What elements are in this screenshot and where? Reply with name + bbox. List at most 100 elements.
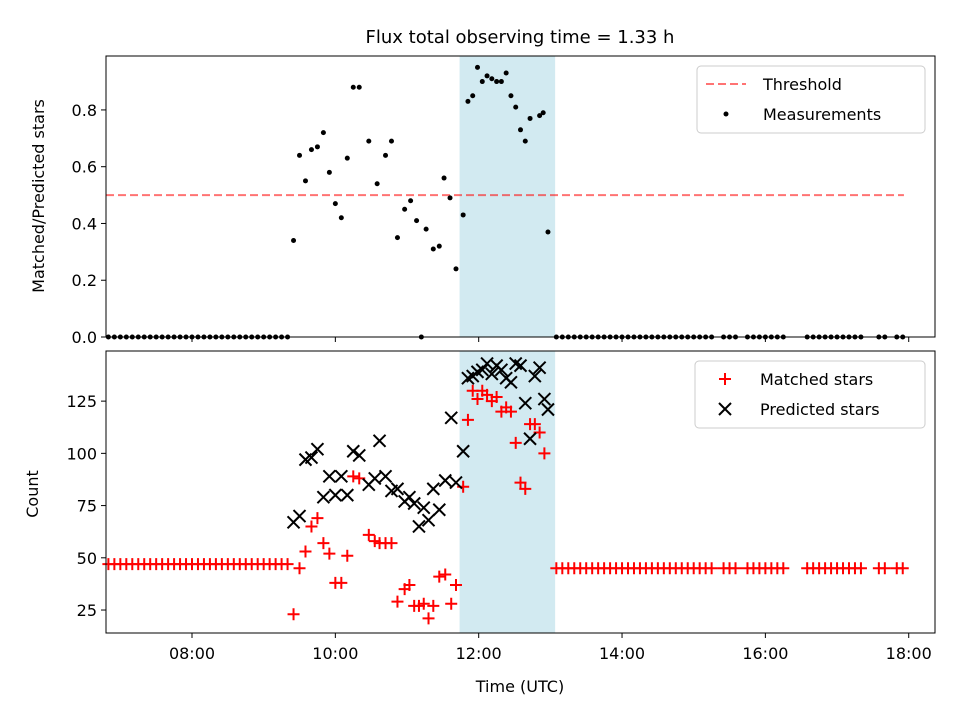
measurement-point [374,181,380,187]
predicted-star-marker [378,469,393,484]
matched-star-marker [347,470,360,483]
predicted-star-marker [438,473,452,488]
predicted-star-marker [322,469,337,484]
count-plot: 25 50 75 100 125 08:00 10:00 12:00 14:00 16:00 18… [23,350,936,696]
count-y-tick-label: 50 [77,549,97,568]
measurement-point [465,98,471,104]
matched-star-marker [341,549,354,562]
predicted-star-marker [334,469,349,484]
matched-star-marker [854,562,867,575]
predicted-star-marker [541,402,555,417]
measurement-point [414,218,420,224]
predicted-star-marker [518,396,532,410]
legend-matched-swatch [719,373,731,385]
measurement-point [513,104,519,110]
predicted-star-marker [340,488,355,502]
measurement-point [436,243,442,249]
matched-star-marker [417,597,430,610]
measurement-point [540,110,546,116]
matched-star-marker [385,537,398,550]
measurement-point [441,175,447,181]
ratio-x-ticks [191,337,910,342]
ratio-plot-frame [105,55,936,338]
matched-star-marker [729,562,742,575]
count-x-tick-label: 08:00 [169,644,215,663]
ratio-y-ticks: 0.0 0.2 0.4 0.6 0.8 [72,101,106,347]
ratio-y-tick-label: 0.0 [72,328,97,347]
measurement-point [494,79,500,85]
predicted-star-marker [368,471,382,486]
predicted-star-marker [412,519,426,534]
measurement-point [518,127,523,133]
matched-star-marker [281,558,294,571]
measurement-point [332,201,338,207]
count-x-tick-label: 16:00 [742,644,788,663]
measurement-point [350,84,356,90]
measurement-point [383,152,389,158]
measurement-point [394,235,400,241]
matched-star-marker [422,612,435,625]
matched-star-marker [481,388,494,401]
measurement-point [314,144,320,150]
count-plot-frame [105,350,936,634]
matched-star-marker [445,597,458,610]
predicted-star-marker [432,503,446,517]
predicted-star-marker [426,482,441,496]
measurement-point [522,138,528,144]
matched-star-marker [427,599,440,612]
count-x-tick-label: 10:00 [312,644,358,663]
predicted-star-marker [407,496,421,511]
count-x-tick-label: 14:00 [599,644,645,663]
count-y-axis-label: Count [23,470,42,518]
legend-matched-label: Matched stars [760,370,873,389]
predicted-star-marker [390,482,405,496]
matched-star-marker [293,562,306,575]
matched-star-markers [102,384,909,625]
x-axis-label: Time (UTC) [475,677,564,696]
matched-star-marker [519,482,532,495]
matched-star-marker [311,512,324,525]
predicted-star-marker [475,363,489,377]
measurement-point [338,215,344,221]
measurement-point [291,237,297,243]
predicted-star-marker [316,490,331,504]
predicted-star-marker [328,488,343,502]
matched-star-marker [439,568,452,581]
matched-star-marker [538,447,551,460]
legend-measurements-label: Measurements [763,105,881,124]
matched-star-marker [299,545,312,558]
measurement-point [308,147,314,153]
count-x-tick-label: 12:00 [456,644,502,663]
ratio-y-tick-label: 0.6 [72,158,97,177]
predicted-star-marker [304,450,319,465]
matched-star-marker [528,418,541,431]
measurement-point [537,113,543,119]
matched-star-marker [323,547,336,560]
count-x-tick-label: 18:00 [886,644,932,663]
legend-predicted-label: Predicted stars [760,400,880,419]
measurement-point [320,130,326,136]
matched-star-marker [391,595,404,608]
predicted-star-marker [537,392,552,406]
count-y-tick-label: 75 [77,497,97,516]
predicted-star-marker [310,442,325,456]
measurement-point [527,115,533,121]
matched-star-marker [317,537,330,550]
predicted-star-marker [449,475,463,490]
matched-star-marker [509,436,522,449]
matched-star-marker [335,576,348,589]
legend-threshold-label: Threshold [762,75,842,94]
chart-title: Flux total observing time = 1.33 h [366,27,675,48]
matched-star-marker [471,393,484,406]
count-y-ticks: 25 50 75 100 125 [66,392,106,620]
measurement-point [388,138,394,144]
matched-star-marker [433,570,446,583]
measurement-point [460,212,466,218]
predicted-star-marker [372,434,387,448]
predicted-star-marker [352,448,366,463]
predicted-star-marker [513,358,528,373]
predicted-star-marker [532,361,547,375]
measurement-point [430,246,436,252]
count-y-tick-label: 100 [66,444,97,463]
matched-star-marker [514,476,527,489]
